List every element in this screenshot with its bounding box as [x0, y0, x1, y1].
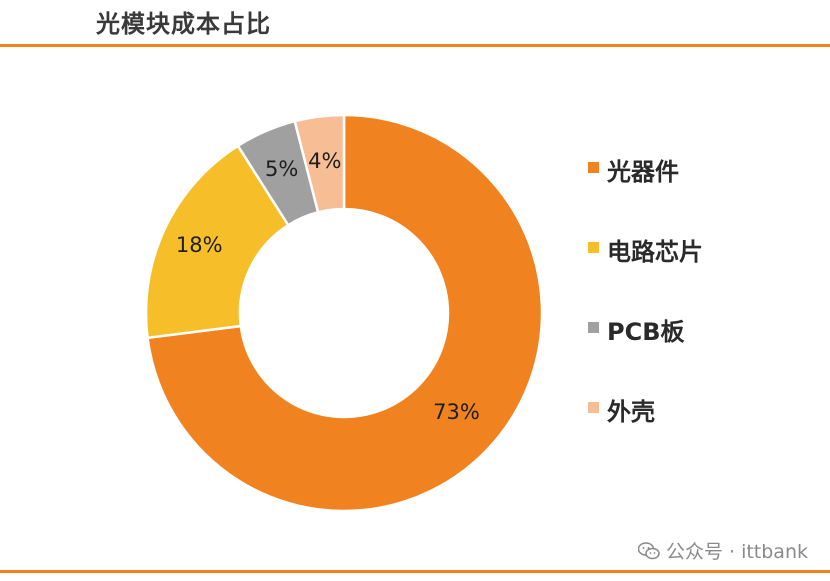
chart-title: 光模块成本占比	[96, 10, 271, 38]
data-label-circuit-chips: 18%	[176, 233, 223, 257]
legend-swatch	[588, 322, 599, 333]
data-label-optical-devices: 73%	[433, 400, 480, 424]
legend-item-housing: 外壳	[588, 390, 788, 470]
legend-label: 外壳	[607, 398, 655, 426]
chart-legend: 光器件 电路芯片 PCB板 外壳	[588, 150, 788, 470]
data-label-housing: 4%	[308, 149, 341, 173]
donut-slice-optical-devices	[146, 113, 544, 513]
top-divider	[0, 44, 830, 47]
watermark: 公众号 · ittbank	[637, 537, 808, 564]
legend-label: PCB板	[607, 318, 685, 346]
wechat-icon	[637, 541, 660, 559]
data-label-pcb: 5%	[265, 157, 298, 181]
legend-swatch	[588, 242, 599, 253]
legend-swatch	[588, 402, 599, 413]
watermark-text: 公众号 · ittbank	[665, 541, 808, 563]
legend-label: 电路芯片	[607, 238, 703, 266]
legend-item-optical-devices: 光器件	[588, 150, 788, 230]
donut-slice-housing	[293, 113, 346, 214]
donut-slice-circuit-chips	[144, 144, 290, 340]
legend-item-pcb: PCB板	[588, 310, 788, 390]
legend-item-circuit-chips: 电路芯片	[588, 230, 788, 310]
legend-label: 光器件	[607, 158, 679, 186]
legend-swatch	[588, 162, 599, 173]
bottom-divider	[0, 570, 830, 573]
